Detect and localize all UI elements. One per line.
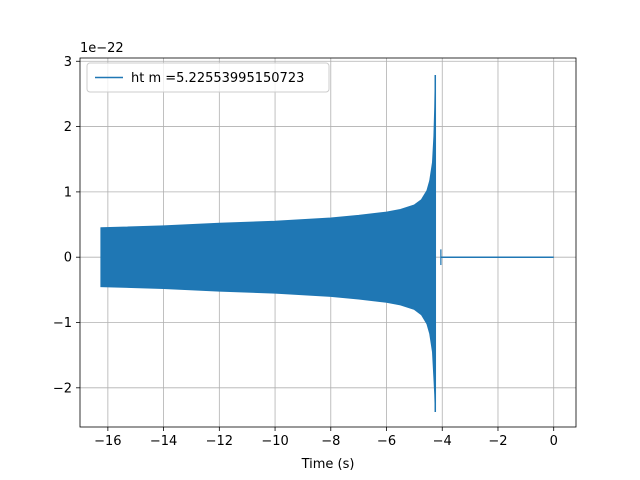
x-tick-label: −14 [150,434,177,449]
legend-entry-label: ht m =5.22553995150723 [131,71,304,86]
y-tick-label: 2 [64,120,72,135]
x-tick-label: −12 [206,434,233,449]
y-tick-label: −1 [53,316,72,331]
x-tick-label: −8 [321,434,340,449]
y-axis-offset-label: 1e−22 [80,41,124,56]
x-tick-label: −2 [488,434,507,449]
x-tick-label: −16 [94,434,121,449]
x-tick-label: −10 [261,434,288,449]
x-tick-label: −6 [377,434,396,449]
y-tick-label: −2 [53,381,72,396]
legend-box [86,62,330,93]
x-tick-label: 0 [550,434,558,449]
series-waveform-band [100,74,436,412]
x-axis-label: Time (s) [301,457,355,472]
y-axis-ticks: −2 −1 0 1 2 3 [53,55,80,396]
plot-area [100,74,554,412]
x-axis-ticks: −16 −14 −12 −10 −8 −6 −4 −2 0 [94,427,558,449]
grid-lines [80,58,576,427]
axes-frame [79,57,577,428]
y-tick-label: 1 [64,185,72,200]
legend: ht m =5.22553995150723 [86,62,330,93]
x-tick-label: −4 [433,434,452,449]
y-tick-label: 3 [64,55,72,70]
y-tick-label: 0 [64,251,72,266]
